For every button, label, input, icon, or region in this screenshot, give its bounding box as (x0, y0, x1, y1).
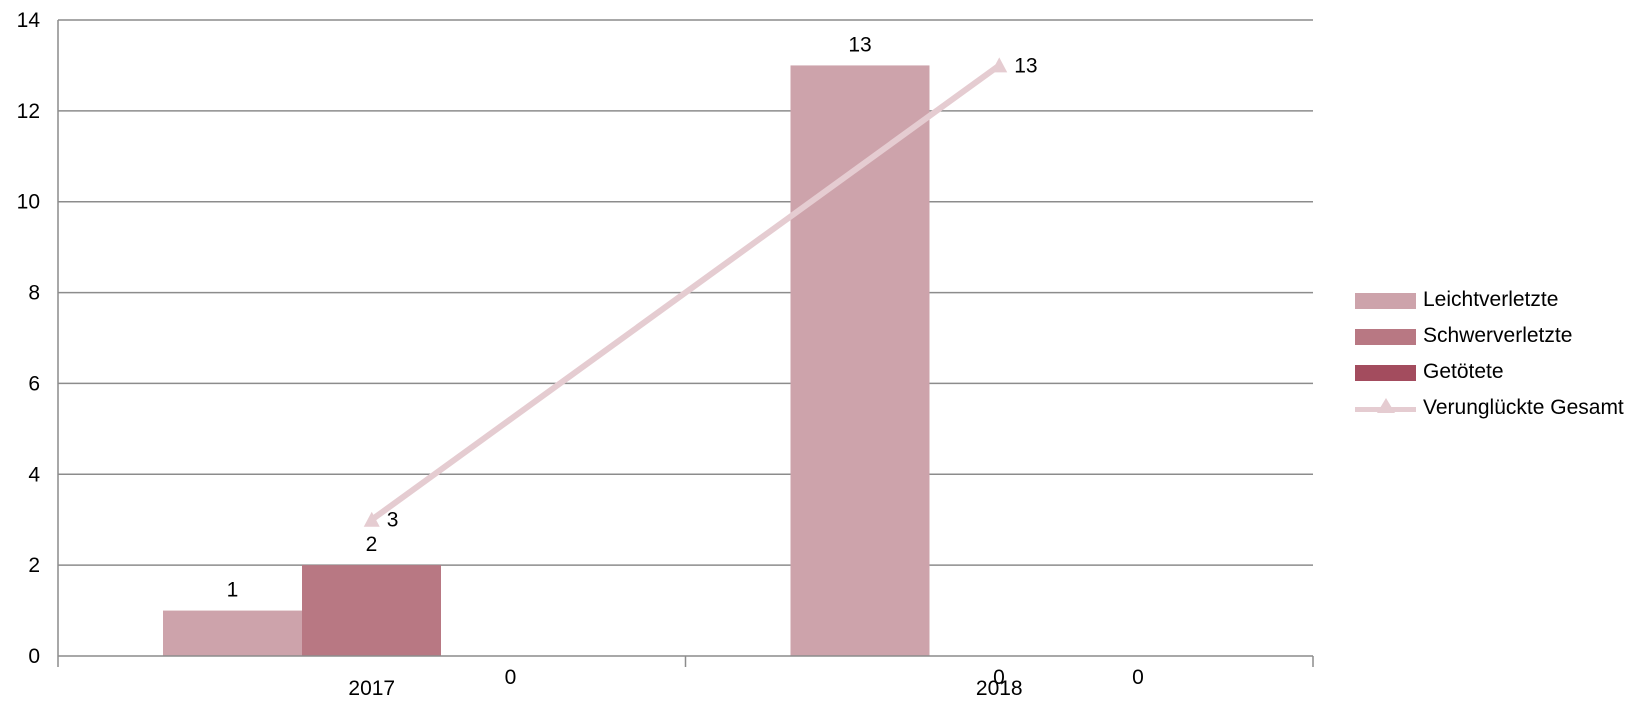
line-data-label: 13 (1014, 54, 1037, 77)
legend-triangle-marker-icon (1377, 398, 1395, 413)
bar-data-label: 13 (848, 33, 871, 56)
legend-swatch-getoetete (1355, 365, 1416, 381)
bar-data-label: 1 (227, 579, 239, 602)
bar-data-label: 0 (993, 666, 1005, 689)
y-tick-label: 0 (28, 645, 40, 668)
line-point-marker (991, 57, 1008, 73)
bar-data-label: 0 (1132, 666, 1144, 689)
line-series-verunglueckte-gesamt (369, 62, 1002, 523)
legend-label-schwerverletzte: Schwerverletzte (1423, 324, 1573, 347)
bar-leichtverletzte (790, 65, 930, 656)
legend-swatch-leichtverletzte (1355, 293, 1416, 309)
legend-label-leichtverletzte: Leichtverletzte (1423, 288, 1559, 311)
y-tick-label: 10 (17, 191, 40, 214)
bar-data-label: 2 (366, 533, 378, 556)
bar-schwerverletzte (302, 565, 441, 656)
line-data-label: 3 (387, 509, 399, 532)
legend-label-getoetete: Getötete (1423, 360, 1504, 383)
y-tick-label: 14 (17, 9, 41, 32)
line-point-marker (363, 511, 380, 527)
y-tick-label: 12 (17, 100, 40, 123)
x-tick-label: 2017 (348, 677, 395, 698)
bar-leichtverletzte (163, 610, 302, 656)
y-tick-label: 2 (28, 554, 40, 577)
x-tick-label: 2018 (976, 677, 1023, 698)
legend-label-verunglueckte-gesamt: Verunglückte Gesamt (1423, 396, 1624, 419)
y-tick-label: 4 (28, 463, 40, 486)
bar-data-label: 0 (505, 666, 517, 689)
y-tick-label: 8 (28, 282, 40, 305)
y-tick-label: 6 (28, 372, 40, 395)
legend-swatch-schwerverletzte (1355, 329, 1416, 345)
